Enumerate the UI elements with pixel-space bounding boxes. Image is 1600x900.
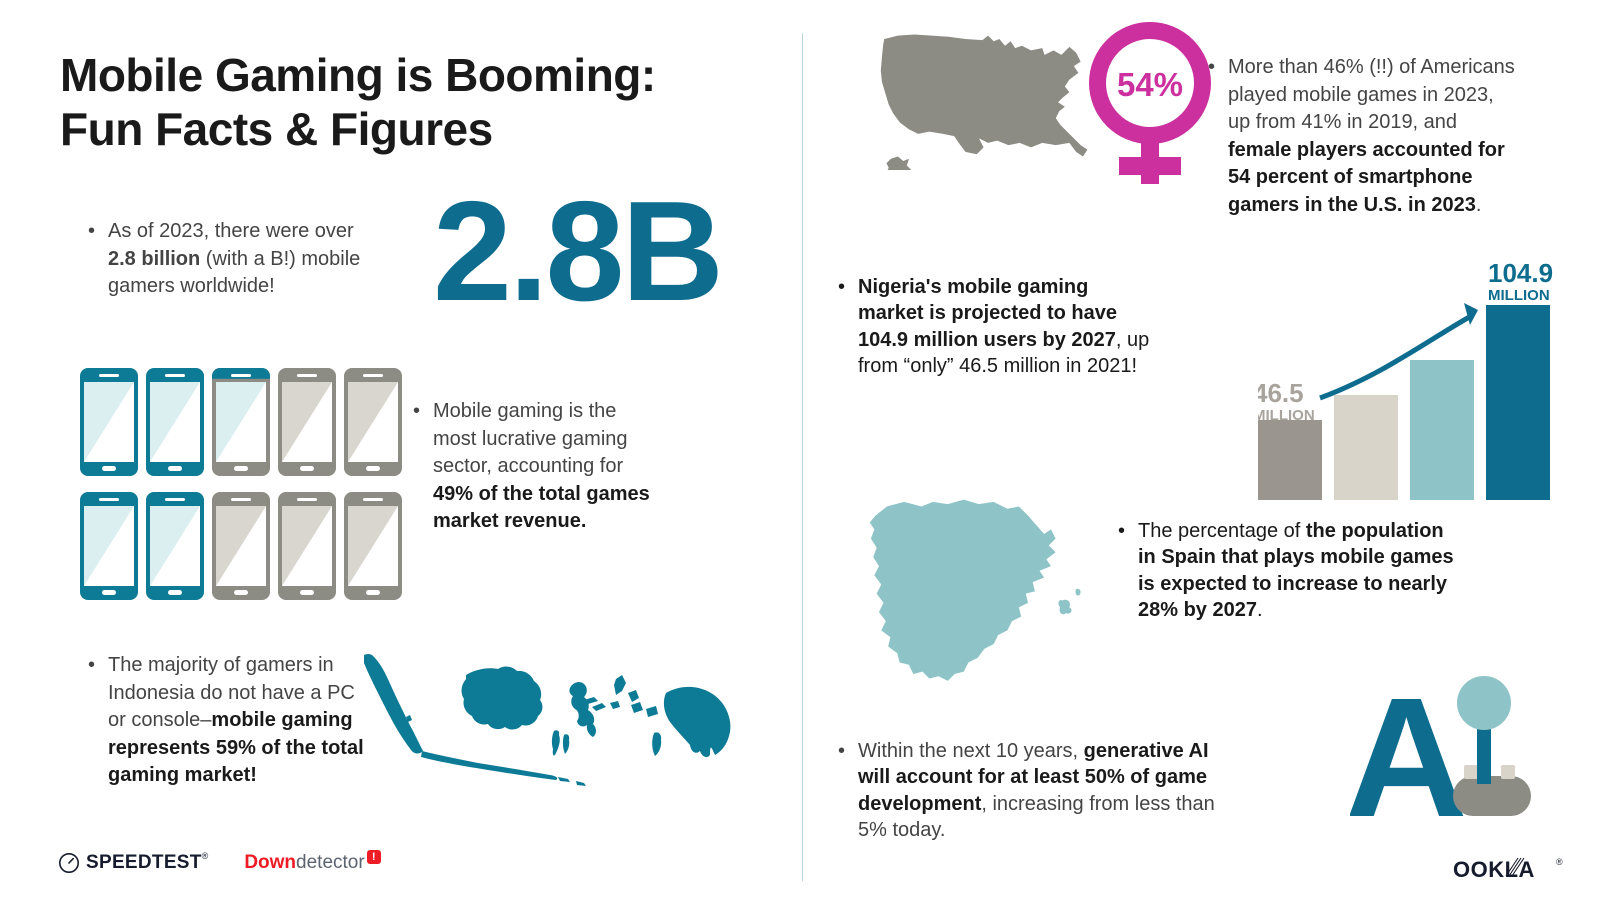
svg-text:46.5: 46.5 xyxy=(1258,378,1304,408)
svg-text:MILLION: MILLION xyxy=(1488,287,1550,304)
svg-text:A: A xyxy=(1350,676,1468,824)
svg-text:54%: 54% xyxy=(1117,66,1183,103)
svg-text:®: ® xyxy=(1556,857,1563,867)
svg-text:MILLION: MILLION xyxy=(1258,407,1315,424)
svg-text:104.9: 104.9 xyxy=(1488,260,1553,288)
